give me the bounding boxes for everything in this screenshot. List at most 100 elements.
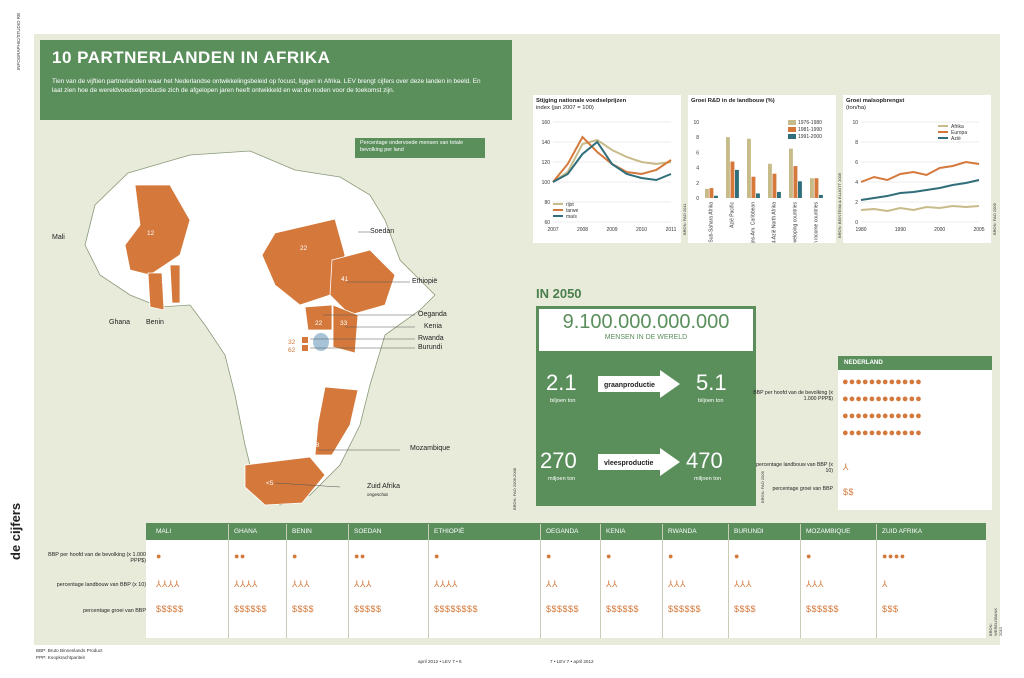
label-oeganda: Oeganda [418,311,447,318]
nl-agri-icons: ⅄ [843,462,849,472]
y-tick-label: 160 [542,120,551,126]
dollar-icon: $$$$ [292,604,315,614]
chart2-title: Groei R&D in de landbouw (%) [691,98,775,104]
money-bag-icon: ● [606,551,612,561]
x-tick-label: 1990 [895,227,906,233]
grain-from-unit: biljoen ton [550,398,576,404]
meat-from-value: 270 [540,448,577,473]
country-kenia [332,304,359,354]
legend-label: Afrika [951,124,964,130]
legend-label: tarwe [566,208,578,214]
section-label: de cijfers [8,502,23,560]
money-bag-icon: ● [806,551,812,561]
label-kenia: Kenia [424,323,442,330]
label-mozambique: Mozambique [410,445,451,452]
page-number-right: 7 • LEV 7 • april 2012 [550,659,594,664]
x-tick-label: Sub-Sahara Afrika [709,202,715,243]
series-line-azië [860,179,980,201]
legend-label: maïs [566,214,577,220]
map-value-kenia: 33 [340,320,348,327]
population-value: 9.100.000.000.000 [562,311,730,333]
chart1-subtitle: index (jan 2007 = 100) [536,105,594,111]
series-line-tarwe [552,135,672,183]
dollar-icon: $$$$$$$$ [434,604,479,614]
bar [777,191,781,198]
grain-to-value: 5.1 [696,370,727,395]
y-tick-label: 8 [855,140,858,146]
bar [705,188,709,198]
grain-to-unit: biljoen ton [698,398,724,404]
bar [819,194,823,198]
grain-from-value: 2.1 [546,370,577,395]
map-value-burundi: 62 [288,347,296,354]
table-col-soedan: SOEDAN [354,528,382,535]
map-source: BRON: FAO 2006-2008 [512,467,517,510]
x-tick-label: Developing countries [793,202,799,243]
nl-label-gdp: BBP per hoofd van de bevolking (x 1.000 … [753,390,833,403]
row-label-gdp: BBP per hoofd van de bevolking (x 1.000 … [48,552,146,565]
wheat-icon: ⅄⅄⅄ [292,579,310,589]
table-separator [348,524,349,638]
x-tick-label: 2011 [666,227,677,233]
wheat-icon: ⅄⅄⅄ [734,579,752,589]
legend-label: 1991-2000 [798,134,822,140]
country-rwanda [302,337,308,343]
chart-food-prices: 60 80 100 120 140 160 2007 2008 2009 2010 2011 rijs… [542,120,677,233]
series-line-afrika [860,204,980,213]
africa-map: 12 5 12 22 41 22 33 32 62 38 <5 [84,150,436,506]
chart3-subtitle: (ton/ha) [846,105,866,111]
table-col-ghana: GHANA [234,528,258,535]
netherlands-header: NEDERLAND [838,356,992,370]
money-bag-icon: ●● [354,551,366,561]
country-ethiopie [329,249,396,316]
x-tick-label: Azië Pacific [730,202,736,228]
page-title: 10 PARTNERLANDEN IN AFRIKA [52,48,331,67]
future-heading: IN 2050 [536,286,582,301]
chart1-source: BRON: FAO 2011 [682,203,687,236]
map-value-rwanda: 32 [288,339,296,346]
legend-swatch [788,127,796,132]
money-bag-icon-row: ●●●●●●●●●●●● [842,410,922,422]
footnote-bbp: BBP: Bruto Binnenlands Product [36,648,103,653]
map-value-ethiopie: 41 [341,276,349,283]
dollar-icon: $$$$$$ [668,604,702,614]
table-col-burundi: BURUNDI [734,528,764,535]
money-bag-icon: ● [668,551,674,561]
chart-maize-panel [843,95,991,243]
dollar-icon: $$$$$ [354,604,382,614]
table-col-ethiopië: ETHIOPIË [434,528,465,535]
row-label-growth: percentage groei van BBP [83,608,146,614]
money-bag-icon-row: ●●●●●●●●●●●● [842,376,922,388]
netherlands-panel [838,370,992,510]
y-tick-label: 6 [855,160,858,166]
x-tick-label: 2010 [636,227,647,233]
country-soedan [261,218,346,306]
grain-label: graanproductie [604,382,655,389]
chart-rd-panel [688,95,836,243]
bar [772,173,777,198]
label-mali: Mali [52,234,65,241]
legend-label: Azië [951,136,961,142]
bar [756,193,760,198]
side-credit: INFOGRAPHIC/STUDIO RB [16,12,21,70]
wheat-icon: ⅄⅄⅄ [668,579,686,589]
legend-label: rijst [566,202,574,208]
x-tick-label: 2000 [934,227,945,233]
series-line-europa [860,160,980,183]
label-benin: Benin [146,319,164,326]
country-burundi [302,345,308,351]
dollar-icon: $$$$$$ [234,604,268,614]
y-tick-label: 120 [542,160,551,166]
table-separator [876,524,877,638]
meat-label: vleesproductie [604,460,654,467]
map-value-oeganda: 22 [315,320,323,327]
bar [768,163,772,198]
y-tick-label: 4 [696,166,699,172]
lake-victoria [313,333,329,351]
x-tick-label: West-Azië North Afrika [772,202,778,243]
y-tick-label: 10 [852,120,858,126]
population-label: MENSEN IN DE WERELD [604,334,688,341]
bar [789,148,793,198]
meat-arrow-icon: vleesproductie [598,448,680,476]
x-tick-label: 2009 [606,227,617,233]
